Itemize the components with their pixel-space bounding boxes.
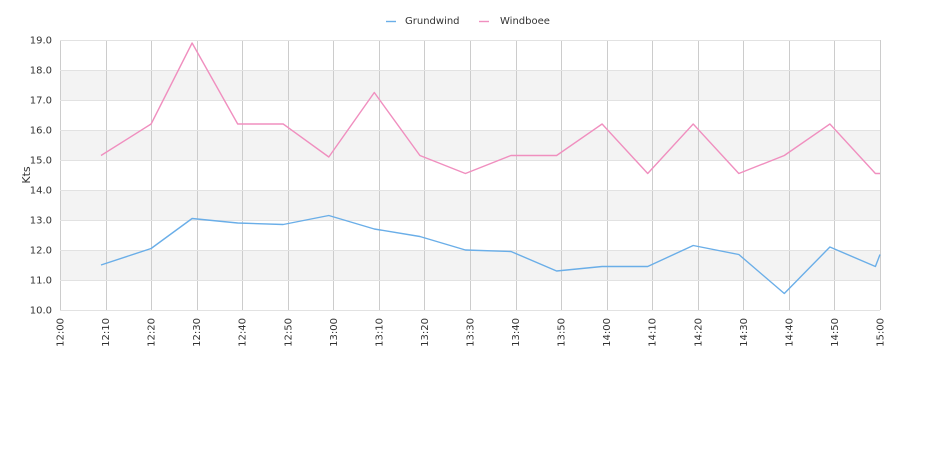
x-tick-label: 14:00 — [602, 318, 613, 347]
x-tick-label: 12:00 — [56, 318, 67, 347]
y-tick-label: 16.0 — [30, 126, 52, 137]
y-tick-label: 19.0 — [30, 36, 52, 47]
legend: Grundwind Windboee — [386, 16, 550, 27]
y-axis-label: Kts — [20, 166, 33, 184]
x-tick-label: 14:40 — [784, 318, 795, 347]
x-axis-ticks: 12:00 12:10 12:20 12:30 12:40 12:50 13:00 13:10… — [56, 318, 887, 347]
x-tick-label: 14:30 — [739, 318, 750, 347]
x-tick-label: 13:10 — [374, 318, 385, 347]
x-tick-label: 12:40 — [238, 318, 249, 347]
series-lines — [100, 42, 881, 295]
x-tick-label: 14:50 — [830, 318, 841, 347]
y-tick-label: 13.0 — [30, 216, 52, 227]
y-tick-label: 10.0 — [30, 306, 52, 317]
x-tick-label: 12:30 — [192, 318, 203, 347]
y-tick-label: 14.0 — [30, 186, 52, 197]
series-line-grundwind — [100, 214, 881, 295]
y-tick-label: 17.0 — [30, 96, 52, 107]
x-tick-label: 13:30 — [466, 318, 477, 347]
x-tick-label: 12:20 — [147, 318, 158, 347]
y-tick-label: 12.0 — [30, 246, 52, 257]
x-tick-label: 13:20 — [420, 318, 431, 347]
vertical-gridlines — [60, 40, 881, 310]
x-tick-label: 13:40 — [511, 318, 522, 347]
legend-label-windboee: Windboee — [500, 16, 550, 27]
x-tick-label: 12:10 — [101, 318, 112, 347]
x-tick-label: 13:50 — [557, 318, 568, 347]
series-line-windboee — [100, 42, 880, 175]
y-tick-label: 15.0 — [30, 156, 52, 167]
x-tick-label: 15:00 — [876, 318, 887, 347]
y-tick-label: 18.0 — [30, 66, 52, 77]
y-axis-ticks: 10.0 11.0 12.0 13.0 14.0 15.0 16.0 17.0 18.0 19.0 — [30, 36, 52, 317]
x-tick-label: 12:50 — [283, 318, 294, 347]
x-tick-label: 14:10 — [648, 318, 659, 347]
x-tick-label: 14:20 — [693, 318, 704, 347]
x-tick-label: 13:00 — [329, 318, 340, 347]
legend-label-grundwind: Grundwind — [405, 16, 460, 27]
y-tick-label: 11.0 — [30, 276, 52, 287]
